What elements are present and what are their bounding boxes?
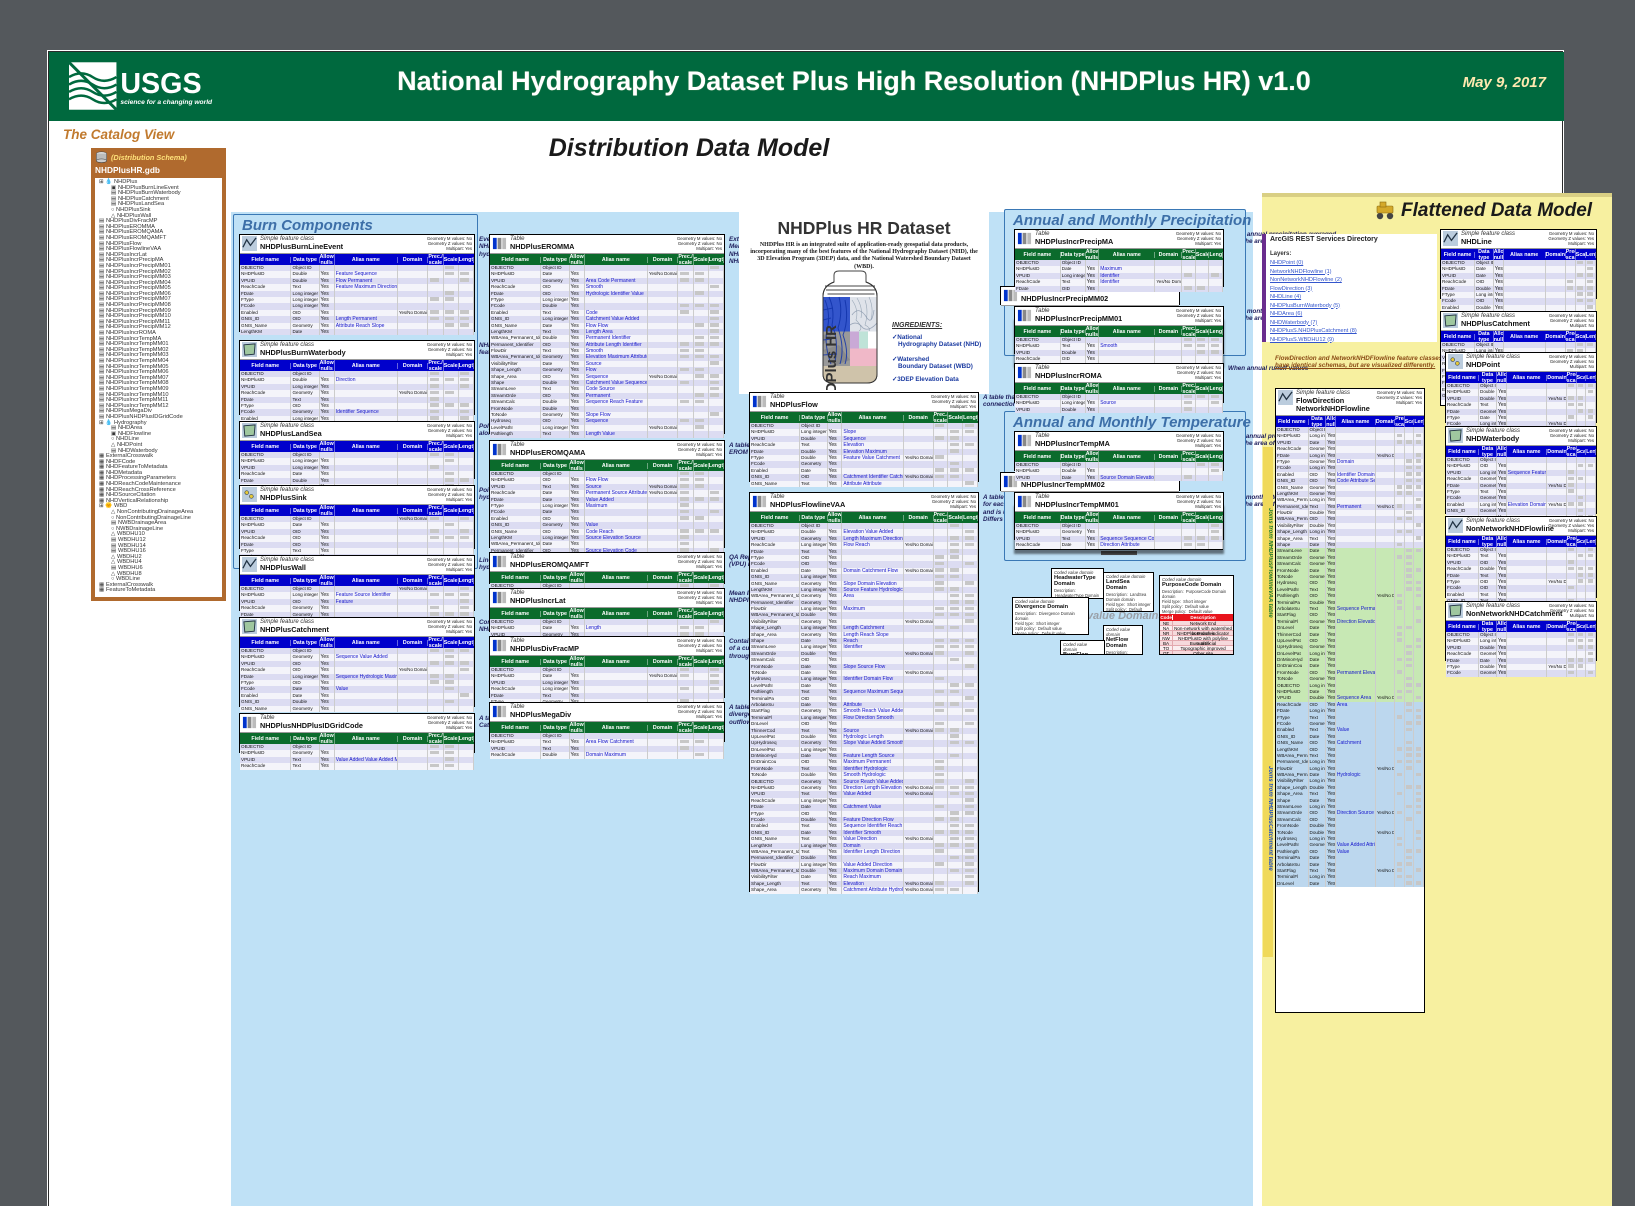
svg-text:NHDPlus HR: NHDPlus HR [823, 325, 840, 390]
svg-text:USGS: USGS [120, 68, 201, 100]
svg-text:science for a changing world: science for a changing world [120, 99, 213, 106]
